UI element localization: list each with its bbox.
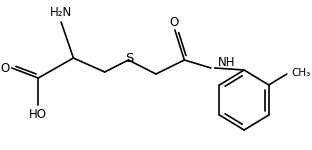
Text: CH₃: CH₃ [291,68,311,78]
Text: S: S [125,52,134,66]
Text: O: O [169,15,178,28]
Text: HO: HO [29,108,47,120]
Text: H₂N: H₂N [50,6,72,20]
Text: O: O [1,61,10,75]
Text: NH: NH [217,56,235,69]
